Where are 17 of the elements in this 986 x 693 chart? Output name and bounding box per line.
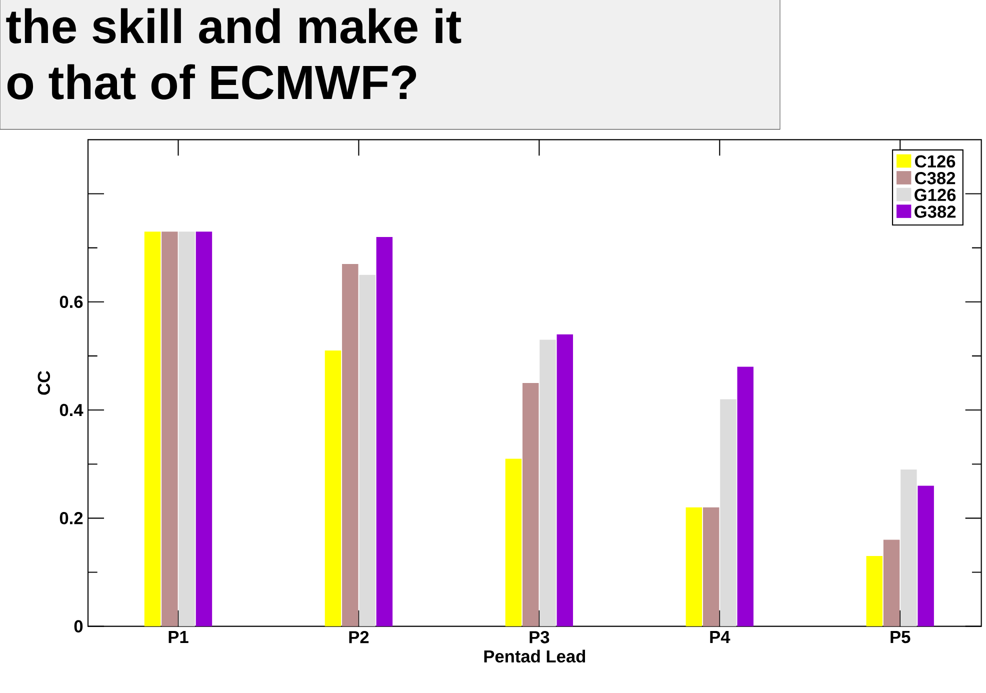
chart-subtitle: o that of ECMWF? <box>7 64 416 100</box>
legend-label: C126 <box>915 155 956 168</box>
chart-title: the skill and make it <box>6 8 462 44</box>
legend-label: C382 <box>915 172 956 184</box>
x-axis-title: Pentad Lead <box>484 650 586 663</box>
legend-label: G382 <box>914 206 956 218</box>
x-tick-label: P2 <box>349 631 369 644</box>
legend-label: G126 <box>914 188 956 202</box>
y-tick-label: 0.4 <box>60 404 84 416</box>
x-tick-label: P3 <box>530 631 550 644</box>
y-tick-label: 0 <box>74 620 83 632</box>
y-axis-title: CC <box>38 370 50 395</box>
x-tick-label: P5 <box>890 631 910 644</box>
y-tick-label: 0.2 <box>60 512 83 524</box>
y-tick-label: 0.6 <box>60 296 83 308</box>
x-tick-label: P1 <box>168 631 188 643</box>
x-tick-label: P4 <box>710 631 730 643</box>
